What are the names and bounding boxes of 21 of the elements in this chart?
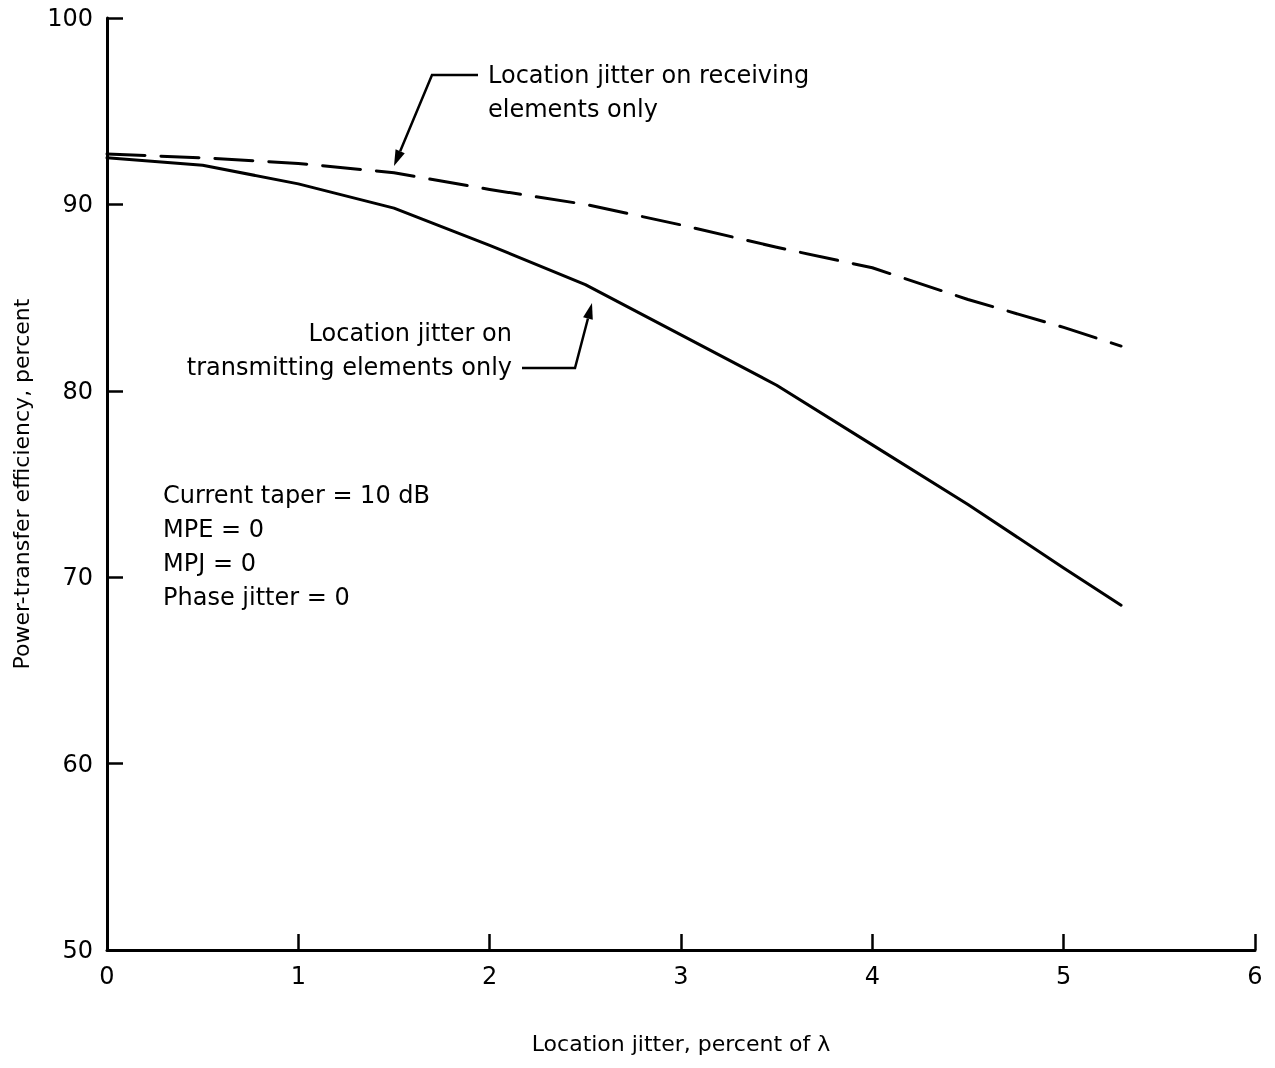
- x-tick-label: 0: [99, 962, 115, 990]
- y-tick-label: 70: [62, 563, 93, 592]
- y-tick-label: 80: [62, 376, 93, 405]
- y-tick-label: 60: [62, 749, 93, 778]
- annotation: MPE = 0: [163, 515, 264, 543]
- y-axis-title: Power-transfer efficiency, percent: [8, 298, 34, 670]
- y-tick-label: 90: [62, 190, 93, 219]
- x-tick-label: 1: [290, 962, 306, 990]
- annotation: Location jitter on transmitting elements only: [186, 319, 512, 381]
- x-tick-label: 4: [864, 962, 880, 990]
- annotation: Current taper = 10 dB: [163, 481, 430, 509]
- y-tick-label: 100: [47, 4, 93, 32]
- x-tick-label: 5: [1056, 962, 1072, 990]
- y-tick-label: 50: [62, 936, 93, 964]
- annotation: MPJ = 0: [163, 549, 256, 577]
- x-tick-label: 2: [482, 962, 498, 990]
- annotation: Phase jitter = 0: [163, 583, 350, 611]
- x-tick-label: 6: [1247, 962, 1263, 990]
- annotation: Location jitter on receiving elements only: [488, 61, 810, 123]
- x-axis-title: Location jitter, percent of λ: [531, 1030, 831, 1056]
- x-tick-label: 3: [673, 962, 689, 990]
